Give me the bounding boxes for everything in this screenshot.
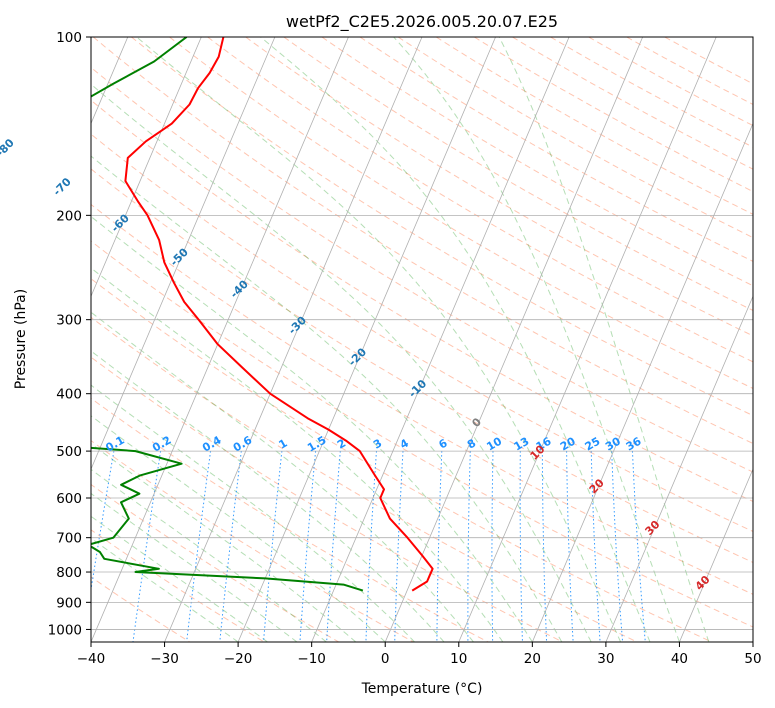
mixing-ratio-line — [467, 451, 471, 642]
plot-frame — [90, 36, 754, 643]
x-tick-label: −30 — [150, 651, 179, 667]
moist-adiabat — [260, 37, 651, 642]
x-tick-label: 40 — [671, 651, 688, 667]
x-tick-label: 20 — [524, 651, 541, 667]
isotherm-line — [679, 468, 753, 642]
mixing-ratio-line — [519, 451, 523, 642]
mixing-ratio-line — [132, 451, 162, 642]
dewpoint-line — [91, 37, 364, 592]
temperature-line — [124, 37, 434, 592]
isotherm-line — [384, 37, 644, 642]
isotherm-line — [311, 37, 570, 642]
dry-adiabat — [91, 168, 753, 563]
isotherm-line — [91, 37, 202, 298]
isotherm-line — [91, 37, 349, 642]
x-tick-label: −10 — [297, 651, 326, 667]
mixing-ratio-line — [590, 451, 601, 642]
x-tick-label: 10 — [450, 651, 467, 667]
dry-adiabat — [169, 37, 753, 390]
mixing-ratio-line — [91, 451, 115, 593]
dry-adiabat — [359, 37, 753, 262]
mixing-ratio-line — [566, 451, 574, 642]
y-axis-label: Pressure (hPa) — [13, 289, 29, 389]
grid-lines — [91, 37, 753, 642]
mixing-ratio-line — [365, 451, 377, 642]
isotherm-line — [164, 37, 423, 642]
background-lines — [91, 37, 753, 642]
dry-adiabat — [91, 278, 713, 642]
moist-adiabat — [91, 384, 415, 642]
dry-adiabat — [91, 133, 753, 533]
profiles — [91, 37, 434, 592]
mixing-ratio-line — [219, 451, 242, 642]
y-tick-label: 1000 — [48, 622, 82, 638]
plot-background — [91, 37, 753, 642]
y-tick-label: 600 — [56, 491, 82, 507]
mixing-ratio-line — [326, 451, 341, 642]
dry-adiabat — [91, 529, 265, 642]
mixing-ratio-line — [541, 451, 548, 642]
moist-adiabat — [393, 37, 680, 642]
y-tick-label: 700 — [56, 531, 82, 547]
y-tick-label: 500 — [56, 444, 82, 460]
moist-adiabat — [91, 311, 474, 642]
moist-adiabat — [91, 415, 386, 642]
y-tick-label: 200 — [56, 208, 82, 224]
moist-adiabat — [91, 537, 239, 642]
isotherm-line — [458, 37, 717, 642]
mixing-ratio-line — [436, 451, 443, 642]
chart-title: wetPf2_C2E5.2026.005.20.07.E25 — [286, 12, 558, 32]
isotherm-line — [605, 295, 753, 642]
moist-adiabat — [136, 37, 622, 642]
dry-adiabat — [91, 203, 753, 595]
mixing-ratio-line — [263, 451, 283, 642]
x-tick-label: −40 — [77, 651, 106, 667]
dry-adiabat — [91, 440, 414, 642]
moist-adiabat — [91, 468, 327, 642]
x-tick-label: 30 — [597, 651, 614, 667]
y-tick-label: 400 — [56, 387, 82, 403]
dry-adiabat — [131, 37, 753, 417]
moist-adiabat — [91, 350, 445, 642]
moist-adiabat — [91, 515, 268, 642]
mixing-ratio-line — [186, 451, 211, 642]
mixing-ratio-line — [491, 451, 494, 642]
mixing-ratio-line — [394, 451, 404, 642]
dry-adiabat — [474, 37, 753, 193]
y-tick-label: 900 — [56, 595, 82, 611]
mixing-ratio-line — [631, 451, 646, 642]
isotherm-label: -80 — [0, 136, 17, 159]
x-axis-label: Temperature (°C) — [361, 681, 483, 697]
dry-adiabat — [91, 316, 638, 642]
dry-adiabat — [550, 37, 753, 148]
moist-adiabat — [91, 155, 563, 642]
dry-adiabat — [283, 37, 753, 312]
x-tick-label: −20 — [224, 651, 253, 667]
isotherm-line — [91, 37, 276, 471]
dry-adiabat — [92, 37, 753, 445]
axis-ticks: −40 −30 −20 −10 0 10 20 30 40 50 100 200 300 400 500 60… — [48, 30, 762, 667]
y-tick-label: 100 — [56, 30, 82, 46]
isotherm-label: -70 — [51, 175, 74, 198]
dry-adiabat — [91, 240, 753, 628]
y-tick-label: 300 — [56, 313, 82, 329]
moist-adiabat — [91, 492, 298, 642]
moist-adiabat — [91, 267, 504, 642]
x-tick-label: 0 — [381, 651, 390, 667]
dry-adiabat — [91, 66, 753, 473]
x-tick-label: 50 — [744, 651, 761, 667]
y-tick-label: 800 — [56, 565, 82, 581]
isotherm-line — [531, 122, 753, 642]
moist-adiabat — [498, 37, 710, 642]
dry-adiabat — [91, 483, 340, 642]
dry-adiabat — [207, 37, 753, 363]
mixing-ratio-line — [299, 451, 317, 642]
mixing-ratio-line — [611, 451, 624, 642]
isotherm-line — [752, 640, 753, 642]
dry-adiabat — [91, 99, 753, 502]
isotherm-line — [237, 37, 496, 642]
dry-adiabat — [397, 37, 753, 239]
